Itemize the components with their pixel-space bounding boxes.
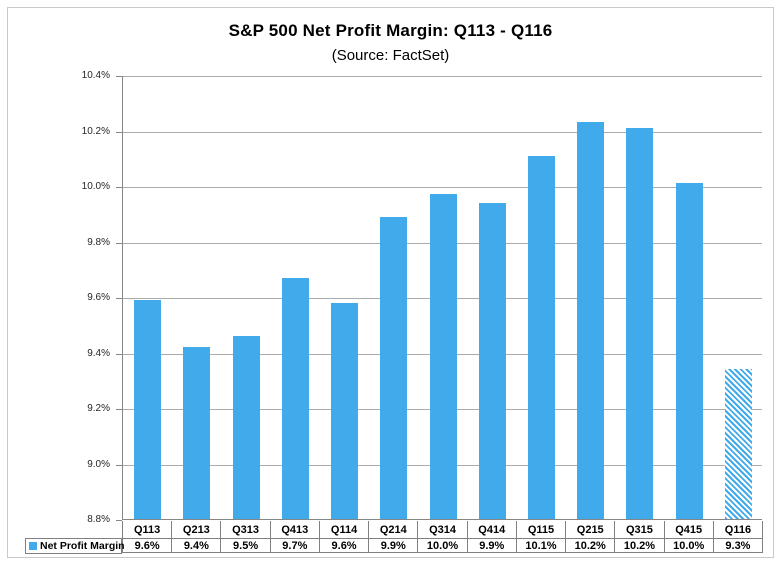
y-axis-tick <box>116 409 122 410</box>
y-axis-tick <box>116 298 122 299</box>
table-value-cell-Q215: 10.2% <box>565 539 614 552</box>
gridline <box>123 132 762 133</box>
plot-area: 10.4% 10.2% 10.0% 9.8% 9.6% 9.4% 9.2% 9.0% 8.8% <box>82 70 762 525</box>
table-value-cell-Q415: 10.0% <box>663 539 713 552</box>
table-value-cell-Q116: 9.3% <box>712 539 762 552</box>
bar-Q113 <box>134 299 162 519</box>
table-header-cell-Q315: Q315 <box>614 521 663 538</box>
y-axis-tick <box>116 243 122 244</box>
y-axis-label: 10.2% <box>81 126 110 137</box>
y-axis-label: 9.4% <box>87 348 110 359</box>
y-axis-label: 9.0% <box>87 459 110 470</box>
legend-swatch-icon <box>29 542 37 550</box>
bar-Q115 <box>527 155 555 519</box>
table-value-cell-Q413: 9.7% <box>269 539 319 552</box>
y-axis-label: 9.6% <box>87 292 110 303</box>
bar-Q415 <box>675 183 703 519</box>
table-header-cell-Q413: Q413 <box>269 521 319 538</box>
table-header-cell-Q314: Q314 <box>417 521 466 538</box>
bar-Q313 <box>232 335 260 519</box>
table-value-cell-Q414: 9.9% <box>466 539 516 552</box>
table-header-cell-Q113: Q113 <box>122 521 171 538</box>
bar-Q413 <box>281 277 309 519</box>
table-value-cell-Q315: 10.2% <box>614 539 663 552</box>
bar-Q214 <box>380 216 408 519</box>
y-axis-label: 10.4% <box>81 70 110 81</box>
table-value-cell-Q314: 10.0% <box>417 539 466 552</box>
bar-Q116 <box>724 369 752 519</box>
y-axis-label: 9.8% <box>87 237 110 248</box>
bar-Q414 <box>478 202 506 519</box>
chart-title: S&P 500 Net Profit Margin: Q113 - Q116 <box>228 21 553 40</box>
table-header-row: Q113 Q213 Q313 Q413 Q114 Q214 Q314 Q414 Q115 Q215… <box>122 521 762 538</box>
y-axis-tick <box>116 132 122 133</box>
y-axis-label: 9.2% <box>87 403 110 414</box>
y-axis-label: 8.8% <box>87 514 110 525</box>
bar-Q114 <box>331 302 359 519</box>
legend: Net Profit Margin <box>25 538 125 554</box>
legend-label: Net Profit Margin <box>40 540 125 552</box>
table-values-row: 9.6% 9.4% 9.5% 9.7% 9.6% 9.9% 10.0% 9.9% 10.1% 10… <box>122 538 762 553</box>
bar-Q215 <box>577 122 605 519</box>
table-header-cell-Q213: Q213 <box>171 521 220 538</box>
data-table: Q113 Q213 Q313 Q413 Q114 Q214 Q314 Q414 Q115 Q215… <box>122 521 763 553</box>
table-header-cell-Q215: Q215 <box>565 521 614 538</box>
table-header-cell-Q116: Q116 <box>712 521 762 538</box>
bar-Q314 <box>429 194 457 519</box>
y-axis-tick <box>116 187 122 188</box>
table-value-cell-Q113: 9.6% <box>122 539 171 552</box>
bar-Q213 <box>183 347 211 519</box>
table-header-cell-Q115: Q115 <box>515 521 565 538</box>
table-value-cell-Q114: 9.6% <box>318 539 368 552</box>
table-header-cell-Q414: Q414 <box>466 521 516 538</box>
gridline <box>123 76 762 77</box>
table-header-cell-Q415: Q415 <box>663 521 713 538</box>
y-axis-tick <box>116 520 122 521</box>
table-value-cell-Q313: 9.5% <box>220 539 269 552</box>
table-header-cell-Q114: Q114 <box>318 521 368 538</box>
y-axis-label: 10.0% <box>81 181 110 192</box>
y-axis-tick <box>116 465 122 466</box>
table-value-cell-Q214: 9.9% <box>368 539 417 552</box>
table-header-cell-Q313: Q313 <box>220 521 269 538</box>
table-value-cell-Q115: 10.1% <box>515 539 565 552</box>
chart-subtitle: (Source: FactSet) <box>331 47 450 64</box>
gridline <box>123 187 762 188</box>
y-axis-tick <box>116 354 122 355</box>
bar-Q315 <box>626 127 654 519</box>
table-value-cell-Q213: 9.4% <box>171 539 220 552</box>
table-header-cell-Q214: Q214 <box>368 521 417 538</box>
y-axis-tick <box>116 76 122 77</box>
